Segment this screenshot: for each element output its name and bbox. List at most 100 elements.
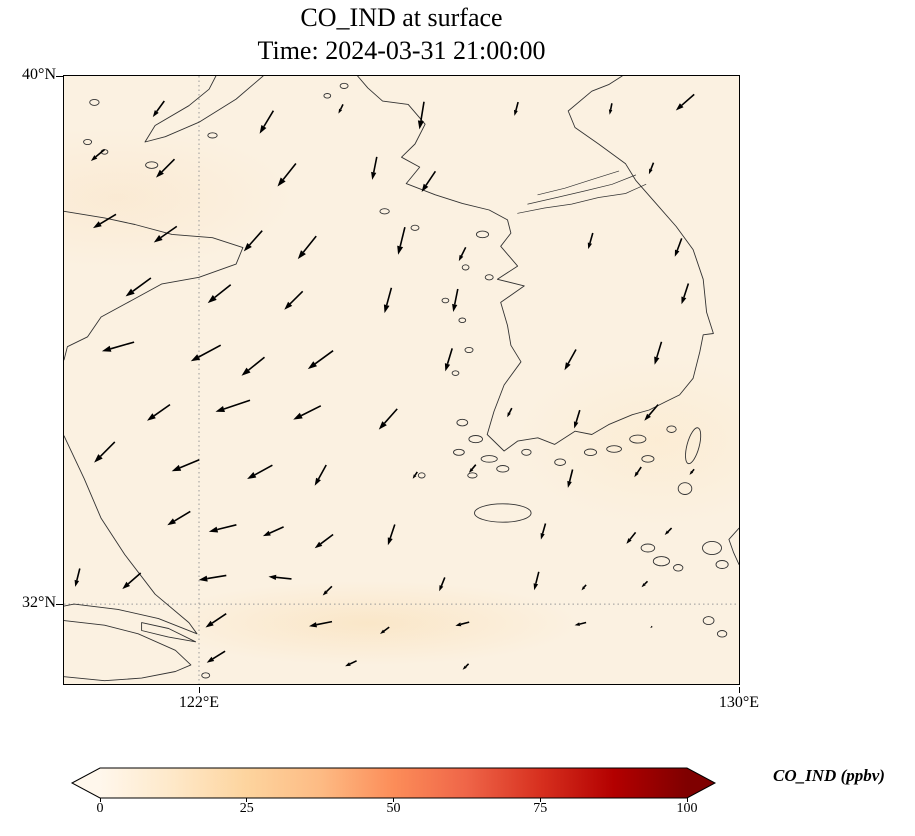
island-outline bbox=[207, 132, 218, 139]
wind-arrow-head bbox=[507, 412, 511, 418]
wind-arrow-head bbox=[314, 541, 323, 549]
wind-arrow-shaft bbox=[372, 156, 378, 173]
island-outline bbox=[521, 448, 532, 456]
wind-arrow-head bbox=[681, 296, 687, 305]
wind-arrow-shaft bbox=[302, 235, 317, 253]
wind-arrow-shaft bbox=[579, 621, 587, 625]
island-outline bbox=[468, 435, 483, 444]
wind-arrow-shaft bbox=[110, 341, 135, 350]
colorbar-tick-label: 0 bbox=[96, 801, 104, 816]
island-outline bbox=[554, 458, 566, 466]
island-outline bbox=[417, 472, 426, 479]
wind-arrow-head bbox=[90, 155, 98, 161]
island-outline bbox=[323, 93, 332, 99]
island-outline bbox=[716, 630, 728, 638]
wind-arrow-head bbox=[101, 345, 112, 352]
island-outline bbox=[475, 230, 490, 239]
wind-arrow-head bbox=[689, 470, 694, 475]
wind-arrow-shaft bbox=[289, 290, 304, 305]
wind-arrow-head bbox=[93, 221, 102, 229]
wind-arrow-shaft bbox=[541, 523, 547, 534]
wind-arrow-head bbox=[674, 249, 680, 257]
wind-arrow-head bbox=[171, 464, 182, 472]
wind-arrow-head bbox=[564, 362, 571, 371]
wind-arrow-shaft bbox=[681, 93, 695, 106]
river-line-2 bbox=[537, 170, 620, 196]
wind-arrow-head bbox=[641, 583, 646, 588]
wind-arrow-head bbox=[277, 177, 286, 187]
wind-arrow-shaft bbox=[667, 527, 673, 533]
wind-arrow-shaft bbox=[629, 531, 637, 540]
wind-arrow-head bbox=[664, 530, 670, 535]
wind-arrow-head bbox=[387, 537, 393, 546]
wind-arrow-shaft bbox=[99, 441, 116, 457]
wind-arrow-shaft bbox=[223, 399, 251, 410]
wind-arrow-head bbox=[156, 169, 164, 178]
island-outline bbox=[474, 503, 532, 523]
coastline-korea-mainland bbox=[357, 76, 714, 452]
wind-arrow-shaft bbox=[95, 148, 106, 158]
wind-arrow-shaft bbox=[609, 103, 613, 110]
wind-arrow-shaft bbox=[211, 613, 227, 624]
xtick-label: 122°E bbox=[178, 694, 220, 711]
wind-arrow-head bbox=[262, 530, 271, 537]
ytick-mark bbox=[56, 603, 63, 605]
wind-arrow-head bbox=[207, 295, 217, 304]
xtick-label: 130°E bbox=[718, 694, 760, 711]
chart-subtitle: Time: 2024-03-31 21:00:00 bbox=[257, 36, 546, 65]
wind-arrow-shaft bbox=[414, 471, 418, 476]
wind-arrow-shaft bbox=[648, 404, 659, 416]
wind-arrow-shaft bbox=[683, 283, 690, 298]
island-outline bbox=[480, 455, 498, 463]
wind-arrow-shaft bbox=[76, 568, 81, 581]
island-outline bbox=[702, 540, 722, 556]
wind-arrow-head bbox=[205, 620, 214, 628]
wind-arrow-head bbox=[259, 125, 267, 134]
wind-arrow-head bbox=[314, 477, 321, 486]
island-outline bbox=[461, 264, 470, 271]
wind-arrow-head bbox=[567, 480, 572, 488]
ytick-label: 40°N bbox=[22, 66, 56, 83]
wind-arrow-shaft bbox=[300, 405, 322, 417]
wind-arrow-shaft bbox=[198, 344, 222, 358]
wind-arrow-head bbox=[608, 109, 613, 115]
wind-arrow-head bbox=[345, 662, 351, 667]
wind-arrow-shaft bbox=[275, 576, 292, 580]
wind-arrow-head bbox=[648, 168, 653, 175]
island-outline bbox=[410, 224, 420, 231]
wind-arrow-shaft bbox=[160, 225, 178, 239]
wind-arrow-shaft bbox=[349, 660, 357, 665]
colorbar-bar bbox=[70, 767, 717, 799]
wind-arrow-head bbox=[94, 454, 103, 463]
island-outline bbox=[201, 672, 211, 679]
wind-arrow-head bbox=[241, 367, 251, 376]
coastline-liaodong bbox=[144, 76, 264, 143]
wind-arrow-shaft bbox=[316, 620, 333, 626]
colorbar-tick-mark bbox=[99, 798, 101, 802]
wind-arrow-shaft bbox=[567, 349, 577, 364]
island-outline bbox=[464, 346, 474, 354]
wind-arrow-shaft bbox=[389, 524, 396, 539]
island-outline bbox=[453, 448, 465, 456]
wind-arrow-head bbox=[573, 421, 579, 429]
wind-arrow-head bbox=[675, 103, 684, 111]
wind-arrow-head bbox=[309, 622, 317, 628]
wind-arrow-shaft bbox=[583, 584, 587, 588]
island-outline bbox=[715, 560, 729, 569]
river-line-0 bbox=[517, 183, 647, 214]
island-outline bbox=[629, 434, 647, 444]
island-outline bbox=[451, 370, 460, 376]
island-outline bbox=[484, 274, 494, 281]
wind-arrow-shaft bbox=[575, 409, 581, 423]
wind-arrow-shaft bbox=[314, 350, 334, 365]
colorbar-tick-label: 100 bbox=[676, 801, 698, 816]
river-line-1 bbox=[527, 174, 637, 205]
wind-arrow-head bbox=[247, 472, 257, 479]
wind-arrow-head bbox=[206, 656, 215, 663]
wind-arrow-head bbox=[444, 363, 451, 372]
wind-arrow-head bbox=[371, 171, 377, 180]
wind-arrow-head bbox=[397, 245, 404, 255]
colorbar-tick-mark bbox=[686, 798, 688, 802]
wind-arrow-shaft bbox=[440, 577, 446, 587]
